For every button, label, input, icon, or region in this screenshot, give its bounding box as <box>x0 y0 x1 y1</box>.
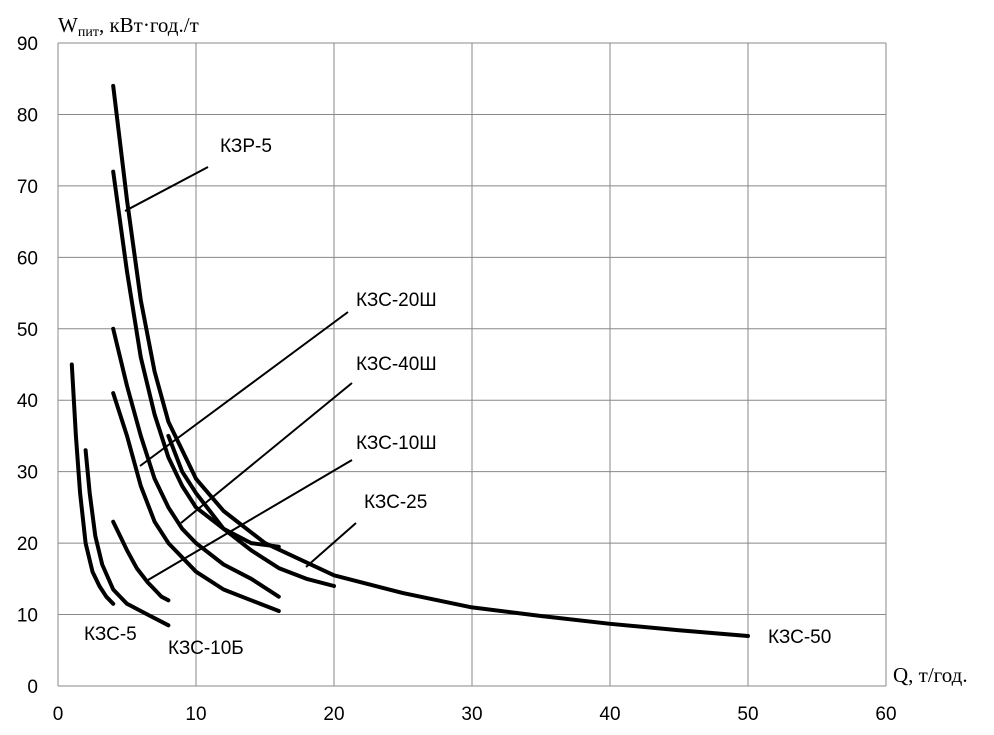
y-tick-label-7: 70 <box>17 177 38 198</box>
x-tick-label-6: 60 <box>875 704 896 725</box>
x-axis-title: Q, т/год. <box>893 663 968 687</box>
leader-line-3 <box>180 382 353 524</box>
series-line-4 <box>111 326 281 599</box>
y-axis-title: Wпит, кВт·год./т <box>58 13 199 40</box>
series-label-3: КЗС-40Ш <box>356 354 437 375</box>
series-label-2: КЗС-10Ш <box>356 433 437 454</box>
y-tick-label-5: 50 <box>17 320 38 341</box>
y-tick-label-3: 30 <box>17 463 38 484</box>
series-line-7 <box>111 83 750 638</box>
series-label-7: КЗС-50 <box>768 627 831 648</box>
y-tick-label-1: 10 <box>17 606 38 627</box>
series-line-0 <box>69 362 116 606</box>
x-tick-label-4: 40 <box>599 704 620 725</box>
leader-line-6 <box>124 166 209 212</box>
x-tick-label-5: 50 <box>737 704 758 725</box>
x-tick-label-2: 20 <box>323 704 344 725</box>
curves <box>69 83 750 638</box>
x-tick-label-0: 0 <box>53 704 64 725</box>
series-label-5: КЗС-25 <box>364 492 427 513</box>
y-tick-label-2: 20 <box>17 534 38 555</box>
x-tick-label-3: 30 <box>461 704 482 725</box>
x-tick-label-1: 10 <box>185 704 206 725</box>
series-line-2 <box>111 519 171 603</box>
y-tick-label-9: 90 <box>17 34 38 55</box>
series-label-6: КЗР-5 <box>220 136 272 157</box>
label-leaders <box>124 166 357 581</box>
series-line-1 <box>83 448 171 628</box>
series-line-3 <box>111 391 281 613</box>
curve-labels: КЗС-5 КЗС-10Б КЗС-10Ш КЗС-40Ш КЗС-20Ш КЗС-25 К… <box>84 136 831 659</box>
y-tick-label-6: 60 <box>17 248 38 269</box>
series-line-5 <box>166 433 336 588</box>
y-tick-label-4: 40 <box>17 391 38 412</box>
y-tick-label-8: 80 <box>17 105 38 126</box>
grid <box>57 42 887 687</box>
y-tick-label-0: 0 <box>27 677 38 698</box>
x-tick-labels: 0 10 20 30 40 50 60 <box>53 704 897 725</box>
y-tick-labels: 0 10 20 30 40 50 60 70 80 90 <box>17 34 38 698</box>
series-line-6 <box>111 169 281 549</box>
leader-line-4 <box>139 311 349 467</box>
series-label-0: КЗС-5 <box>84 624 137 645</box>
leader-line-5 <box>305 522 357 568</box>
leader-line-2 <box>147 459 353 581</box>
series-label-1: КЗС-10Б <box>168 638 244 659</box>
series-label-4: КЗС-20Ш <box>356 290 437 311</box>
